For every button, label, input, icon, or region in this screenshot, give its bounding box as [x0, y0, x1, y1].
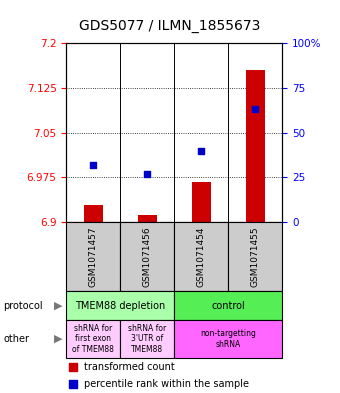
Text: ▶: ▶ [54, 301, 63, 310]
Point [90, 162, 96, 168]
Text: other: other [3, 334, 29, 344]
Text: shRNA for
first exon
of TMEM88: shRNA for first exon of TMEM88 [72, 324, 114, 354]
Bar [120, 222, 174, 291]
Text: ▶: ▶ [54, 334, 63, 344]
Bar [192, 182, 211, 222]
Point [253, 106, 258, 112]
Point [144, 171, 150, 177]
Text: GSM1071455: GSM1071455 [251, 226, 260, 287]
Text: percentile rank within the sample: percentile rank within the sample [84, 379, 249, 389]
Bar [174, 291, 282, 320]
Text: GDS5077 / ILMN_1855673: GDS5077 / ILMN_1855673 [79, 19, 261, 33]
Bar [138, 215, 157, 222]
Text: transformed count: transformed count [84, 362, 174, 372]
Text: protocol: protocol [3, 301, 43, 310]
Bar [174, 222, 228, 291]
Text: control: control [211, 301, 245, 310]
Text: GSM1071454: GSM1071454 [197, 226, 206, 286]
Bar [84, 206, 103, 222]
Bar [66, 291, 174, 320]
Text: shRNA for
3'UTR of
TMEM88: shRNA for 3'UTR of TMEM88 [128, 324, 166, 354]
Bar [228, 222, 282, 291]
Text: non-targetting
shRNA: non-targetting shRNA [200, 329, 256, 349]
Text: GSM1071457: GSM1071457 [89, 226, 98, 287]
Point [199, 147, 204, 154]
Point [70, 364, 75, 370]
Bar [120, 320, 174, 358]
Point [70, 380, 75, 387]
Bar [66, 320, 120, 358]
Text: TMEM88 depletion: TMEM88 depletion [75, 301, 165, 310]
Bar [246, 70, 265, 222]
Bar [66, 222, 120, 291]
Text: GSM1071456: GSM1071456 [143, 226, 152, 287]
Bar [174, 320, 282, 358]
